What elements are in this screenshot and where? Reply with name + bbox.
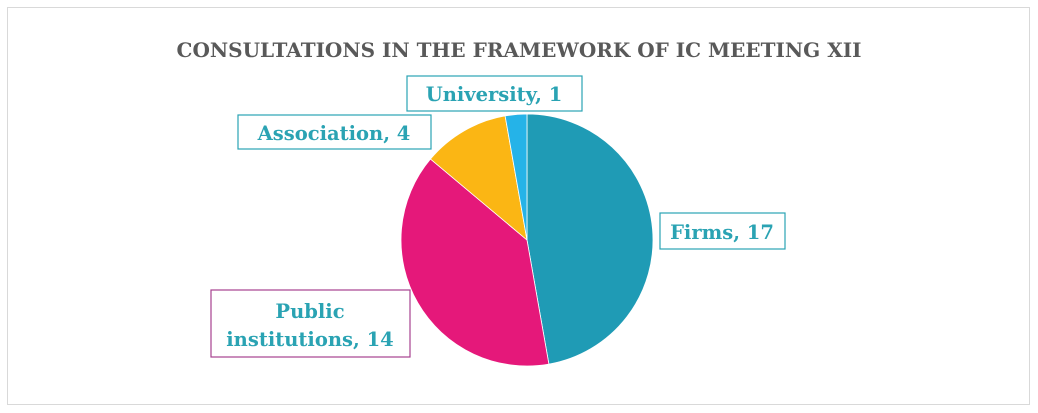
data-label-university: University, 1 [426,83,563,106]
chart-title: CONSULTATIONS IN THE FRAMEWORK OF IC MEE… [177,38,862,62]
data-label-public-institutions-line2: institutions, 14 [226,328,393,351]
data-label-association-box [237,114,432,150]
data-label-public-institutions-line1: Public [275,300,344,323]
pie-slice-association [429,115,528,242]
data-label-association: Association, 4 [257,122,411,145]
data-label-public-institutions-box [210,289,411,358]
pie-slice-public-institutions [400,158,550,367]
data-label-university-box [406,75,583,112]
pie-slice-firms [526,113,654,365]
pie-slice-university [504,113,528,241]
data-label-firms-box [659,212,786,250]
pie-slices [400,113,654,367]
data-label-firms: Firms, 17 [670,221,774,244]
